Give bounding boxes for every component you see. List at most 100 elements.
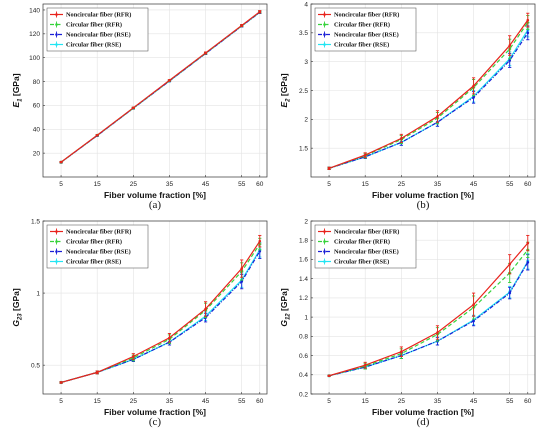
y-axis-unit: [GPa] [11,288,21,313]
legend-box [46,224,149,269]
legend-label: Noncircular fiber (RSE) [334,249,399,256]
x-axis-label: Fiber volume fraction [%] [372,407,474,417]
x-tick-label: 25 [130,181,138,188]
data-point [436,115,439,118]
y-tick-label: 140 [29,7,40,14]
y-tick-label: 2 [304,218,308,225]
legend-box [46,7,149,52]
plot-frame [310,3,536,178]
y-tick-label: 4 [304,1,308,8]
data-point [258,239,262,243]
panel-caption: (a) [149,199,162,211]
y-axis-symbol: G [279,320,289,327]
x-tick-label: 35 [166,181,174,188]
y-axis-label: E2 [GPa] [279,73,292,107]
data-point [240,267,244,270]
chart-panel-c: 5 15 25 35 45 55 60 0.5 1 1.5 Noncircular fiber (R… [11,218,268,428]
x-tick-label: 55 [506,398,514,405]
panel-caption: (c) [149,416,162,428]
y-axis-symbol: E [279,102,289,108]
data-point [526,241,530,245]
x-tick-label: 25 [398,181,406,188]
y-tick-label: 1.8 [299,238,308,245]
data-point [472,303,475,306]
x-tick-label: 15 [362,181,370,188]
data-point [327,167,331,170]
y-tick-label: 1.5 [31,218,40,225]
legend: Noncircular fiber (RFR) Circular fiber (R… [46,7,149,52]
legend-label: Noncircular fiber (RFR) [66,12,131,19]
legend-swatch-marker [55,43,58,46]
x-tick-label: 35 [434,398,442,405]
legend-swatch-marker [55,260,58,263]
y-tick-label: 0.6 [299,353,308,360]
legend-swatch-marker [323,13,326,16]
x-tick-label: 60 [256,398,264,405]
data-point [508,44,512,47]
data-point [472,96,475,99]
legend-swatch-marker [55,23,58,26]
data-point [327,374,331,378]
chart-panel-a: 5 15 25 35 45 55 60 20 40 60 80 100 120 140 Noncircula… [11,3,268,211]
x-tick-label: 5 [59,181,63,188]
series-line [60,249,261,384]
series-line [60,250,261,384]
y-axis-symbol: E [11,102,21,108]
data-point [168,79,171,82]
x-tick-label: 15 [362,398,370,405]
legend-label: Noncircular fiber (RSE) [334,32,399,39]
legend-label: Noncircular fiber (RFR) [66,229,131,236]
legend-label: Circular fiber (RSE) [334,42,389,49]
data-point [204,307,207,311]
data-point [168,336,171,340]
y-tick-label: 80 [33,79,41,86]
legend: Noncircular fiber (RFR) Circular fiber (R… [46,224,149,269]
x-tick-label: 60 [524,181,532,188]
y-axis-label: E1 [GPa] [11,73,24,107]
chart-panel-d: 5 15 25 35 45 55 600.20.40.60.811.21.41.61.82N… [279,218,536,428]
y-axis-subscript: 1 [18,98,24,102]
legend-swatch-marker [323,240,326,243]
panel-caption: (b) [417,199,430,211]
y-tick-label: 2.5 [299,88,308,95]
data-point [400,350,403,354]
plot-frame [42,3,268,178]
data-point [363,153,367,157]
x-tick-label: 15 [94,398,102,405]
data-point [132,355,135,358]
legend-box [314,224,417,269]
legend-swatch-marker [55,230,58,233]
x-tick-label: 55 [238,181,246,188]
data-point [240,280,244,283]
x-tick-label: 60 [524,398,532,405]
x-tick-label: 45 [202,181,210,188]
legend-swatch-marker [55,33,58,36]
x-tick-label: 5 [327,398,331,405]
data-point [526,18,530,22]
x-tick-label: 55 [238,398,246,405]
y-tick-label: 0.4 [299,372,308,379]
y-tick-label: 60 [33,103,41,110]
data-point [258,249,262,253]
y-tick-label: 2 [304,117,308,124]
data-point [132,106,135,110]
legend-swatch-marker [55,13,58,16]
plot-frame [42,220,268,395]
x-tick-label: 55 [506,181,514,188]
x-tick-label: 5 [327,181,331,188]
series-line [328,262,529,377]
legend-label: Circular fiber (RFR) [334,22,390,29]
x-tick-label: 35 [166,398,174,405]
y-axis-subscript: 12 [286,313,292,320]
data-point [526,31,530,35]
legend-swatch-marker [55,240,58,243]
y-axis-label: G12 [GPa] [279,288,292,327]
legend-swatch-marker [323,33,326,36]
legend-label: Circular fiber (RSE) [334,259,389,266]
x-axis-label: Fiber volume fraction [%] [104,407,206,417]
data-point [508,291,512,295]
y-tick-label: 0.8 [299,334,308,341]
legend-swatch-marker [323,250,326,253]
legend-swatch-marker [55,250,58,253]
